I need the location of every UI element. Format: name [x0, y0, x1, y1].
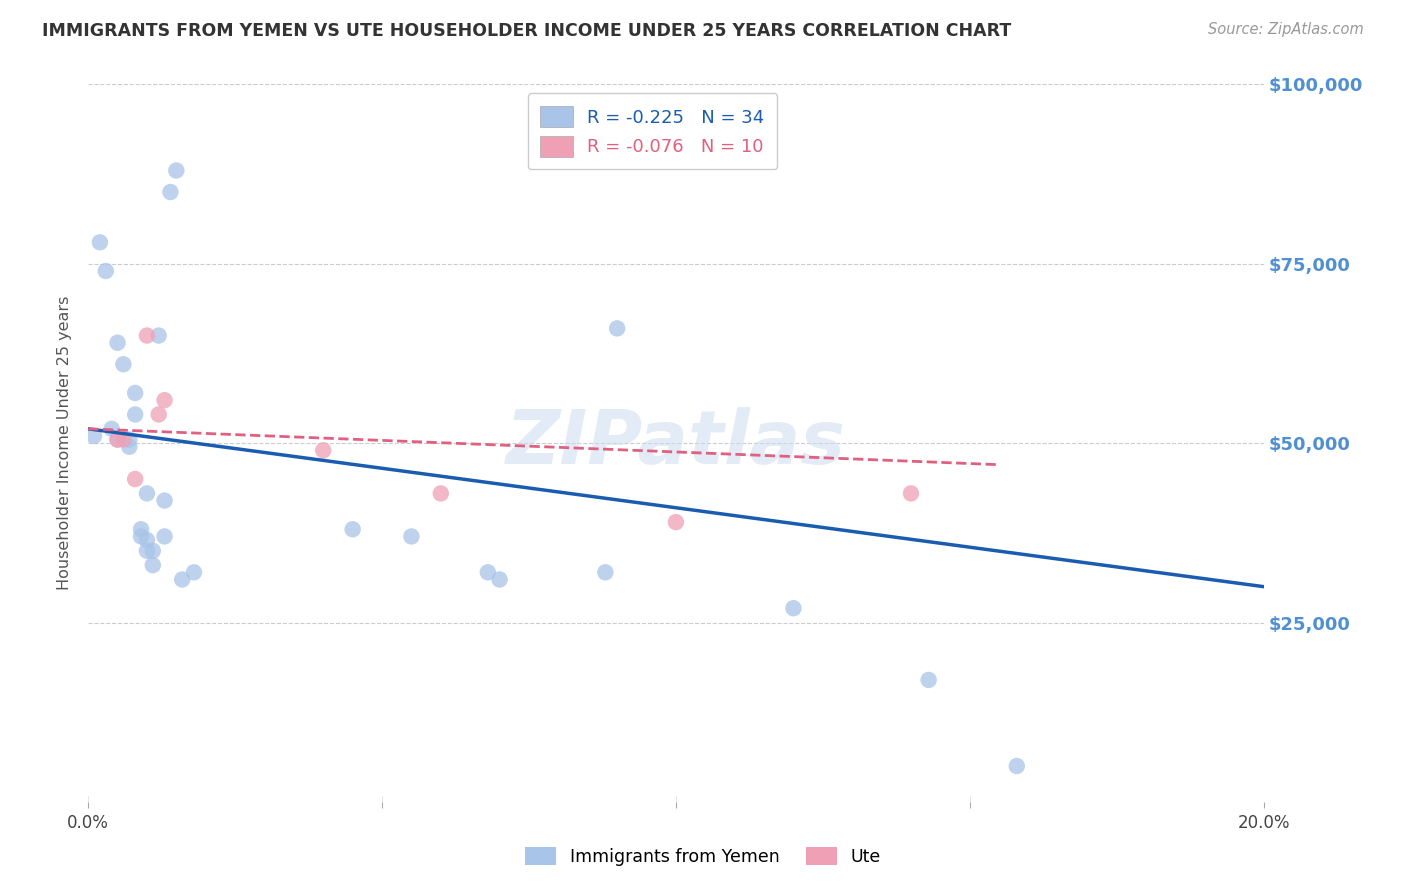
Point [135, 543, 157, 558]
Point [917, 673, 939, 687]
Point [159, 185, 181, 199]
Point [165, 163, 187, 178]
Point [488, 573, 510, 587]
Point [124, 386, 146, 401]
Point [665, 515, 688, 529]
Point [142, 543, 165, 558]
Point [112, 357, 135, 371]
Point [124, 472, 146, 486]
Point [153, 393, 176, 408]
Point [112, 433, 135, 447]
Point [83, 429, 105, 443]
Y-axis label: Householder Income Under 25 years: Householder Income Under 25 years [58, 296, 72, 591]
Point [595, 566, 617, 580]
Point [94, 264, 117, 278]
Point [606, 321, 628, 335]
Point [148, 408, 170, 422]
Text: ZIPatlas: ZIPatlas [506, 407, 846, 480]
Point [1005, 759, 1028, 773]
Point [153, 529, 176, 543]
Point [153, 493, 176, 508]
Point [89, 235, 111, 250]
Point [100, 422, 122, 436]
Point [430, 486, 453, 500]
Text: Source: ZipAtlas.com: Source: ZipAtlas.com [1208, 22, 1364, 37]
Point [129, 529, 152, 543]
Point [129, 522, 152, 536]
Point [135, 486, 157, 500]
Point [142, 558, 165, 573]
Point [183, 566, 205, 580]
Legend: R = -0.225   N = 34, R = -0.076   N = 10: R = -0.225 N = 34, R = -0.076 N = 10 [527, 94, 778, 169]
Legend: Immigrants from Yemen, Ute: Immigrants from Yemen, Ute [516, 838, 890, 874]
Point [401, 529, 423, 543]
Point [477, 566, 499, 580]
Point [312, 443, 335, 458]
Point [172, 573, 194, 587]
Point [118, 440, 141, 454]
Point [118, 433, 141, 447]
Point [900, 486, 922, 500]
Point [107, 433, 129, 447]
Point [135, 328, 157, 343]
Point [124, 408, 146, 422]
Point [148, 328, 170, 343]
Point [782, 601, 804, 615]
Point [135, 533, 157, 547]
Text: IMMIGRANTS FROM YEMEN VS UTE HOUSEHOLDER INCOME UNDER 25 YEARS CORRELATION CHART: IMMIGRANTS FROM YEMEN VS UTE HOUSEHOLDER… [42, 22, 1011, 40]
Point [107, 433, 129, 447]
Point [107, 335, 129, 350]
Point [342, 522, 364, 536]
